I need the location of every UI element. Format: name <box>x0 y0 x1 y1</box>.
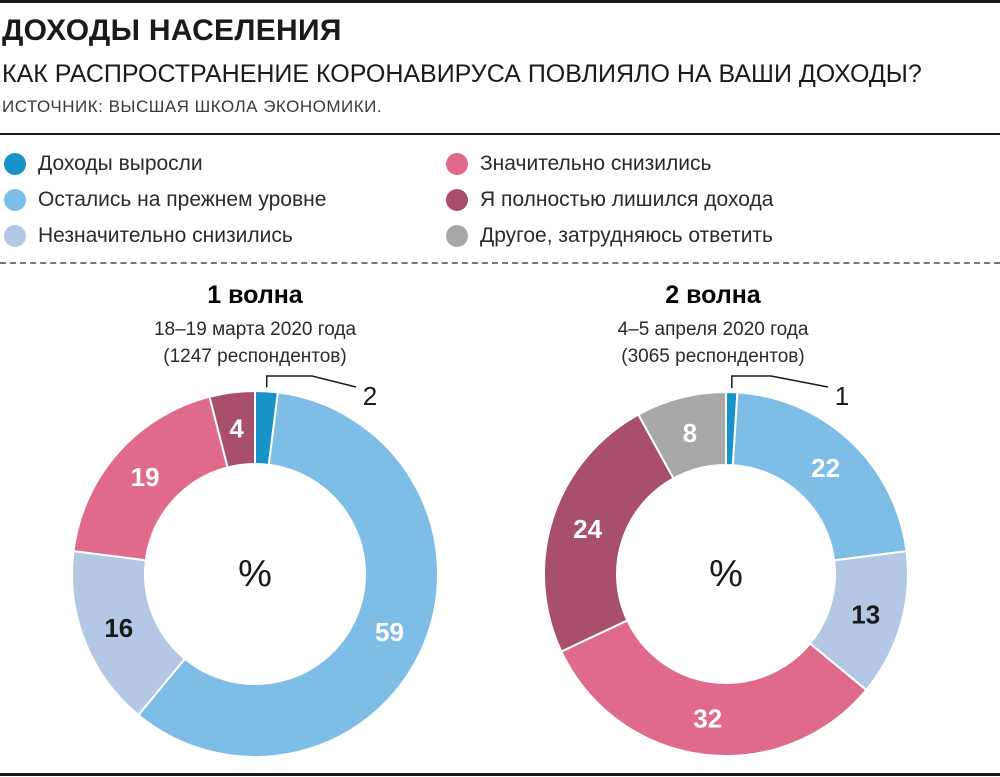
chart-2-slice-5 <box>636 390 727 480</box>
legend-label: Я полностью лишился дохода <box>480 188 774 211</box>
chart-2-title: 2 волна <box>665 281 762 309</box>
chart-1-slice-1 <box>136 391 439 758</box>
legend-item: Другое, затрудняюсь ответить <box>446 218 773 254</box>
page-subtitle: КАК РАСПРОСТРАНЕНИЕ КОРОНАВИРУСА ПОВЛИЯЛ… <box>2 60 922 88</box>
chart-2-center-label: % <box>709 553 743 595</box>
chart-1-dates: 18–19 марта 2020 года <box>154 319 357 340</box>
chart-1-center-label: % <box>238 553 272 595</box>
legend-right: Значительно снизились Я полностью лишилс… <box>446 146 773 254</box>
chart-2-callout-line <box>731 375 829 389</box>
legend-item: Значительно снизились <box>446 146 773 182</box>
legend-left: Доходы выросли Остались на прежнем уровн… <box>4 146 326 254</box>
header-rule <box>0 133 1000 135</box>
page-title: ДОХОДЫ НАСЕЛЕНИЯ <box>2 14 342 47</box>
legend-label: Значительно снизились <box>480 152 712 175</box>
legend-item: Незначительно снизились <box>4 218 326 254</box>
legend-swatch <box>4 225 26 247</box>
chart-2-value-label-5: 8 <box>683 418 697 448</box>
legend-label: Незначительно снизились <box>38 224 293 247</box>
chart-2-value-label-4: 24 <box>573 514 602 544</box>
chart-1-title: 1 волна <box>207 281 304 309</box>
bottom-rule <box>0 773 1000 776</box>
chart-2-value-label-0: 1 <box>835 381 849 411</box>
chart-1-slice-4 <box>208 389 256 469</box>
chart-2-slice-1 <box>731 391 908 562</box>
legend-swatch <box>4 153 26 175</box>
chart-1-callout-line <box>265 375 357 388</box>
legend-label: Другое, затрудняюсь ответить <box>480 224 773 247</box>
chart-1-value-label-0: 2 <box>363 381 377 411</box>
legend-swatch <box>446 225 468 247</box>
chart-1-respondents: (1247 респондентов) <box>163 346 346 367</box>
legend-item: Доходы выросли <box>4 146 326 182</box>
section-divider <box>0 262 1000 264</box>
legend-swatch <box>446 189 468 211</box>
source-note: ИСТОЧНИК: ВЫСШАЯ ШКОЛА ЭКОНОМИКИ. <box>2 97 383 116</box>
chart-2-value-label-1: 22 <box>811 453 840 483</box>
chart-1-value-label-3: 19 <box>131 462 160 492</box>
legend-swatch <box>4 189 26 211</box>
top-rule <box>0 0 1000 3</box>
legend-item: Остались на прежнем уровне <box>4 182 326 218</box>
chart-1-value-label-1: 59 <box>375 617 404 647</box>
chart-1-value-label-4: 4 <box>229 414 244 444</box>
legend-label: Доходы выросли <box>38 152 203 175</box>
chart-2-value-label-3: 32 <box>693 703 722 733</box>
chart-2-slice-4 <box>543 413 675 653</box>
chart-1-value-label-2: 16 <box>104 613 133 643</box>
legend-item: Я полностью лишился дохода <box>446 182 773 218</box>
chart-2-value-label-2: 13 <box>851 600 880 630</box>
legend-swatch <box>446 153 468 175</box>
chart-2-slice-3 <box>559 619 868 757</box>
chart-2-respondents: (3065 респондентов) <box>621 346 804 367</box>
chart-2-dates: 4–5 апреля 2020 года <box>618 319 809 340</box>
legend-label: Остались на прежнем уровне <box>38 188 327 211</box>
